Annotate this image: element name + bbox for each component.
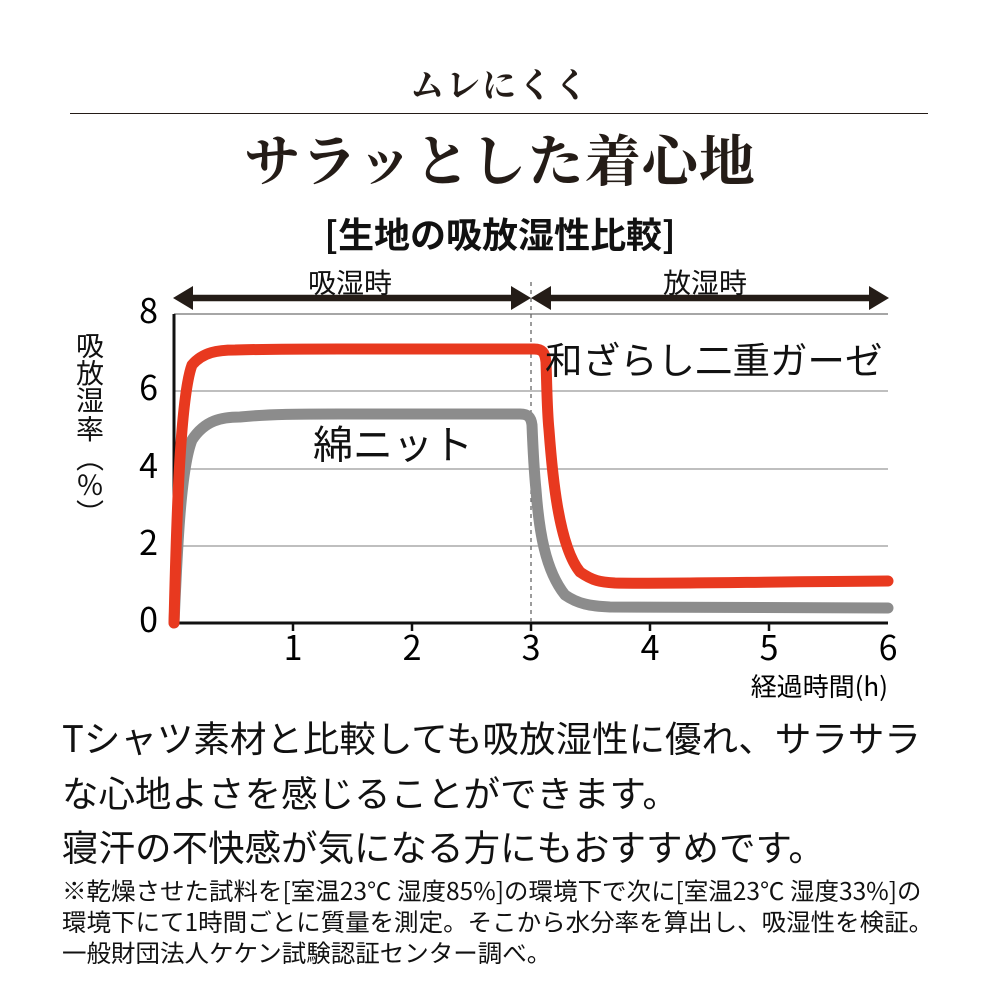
svg-text:4: 4 (641, 621, 660, 670)
svg-text:6: 6 (879, 621, 898, 670)
svg-text:綿ニット: 綿ニット (313, 413, 473, 471)
svg-text:8: 8 (139, 284, 158, 333)
svg-text:1: 1 (284, 621, 303, 670)
svg-text:経過時間(h): 経過時間(h) (751, 667, 888, 704)
svg-text:0: 0 (139, 593, 158, 642)
svg-text:吸湿時: 吸湿時 (308, 262, 392, 302)
svg-text:5: 5 (760, 621, 779, 670)
svg-text:3: 3 (522, 621, 541, 670)
svg-text:放湿時: 放湿時 (663, 262, 747, 302)
svg-text:2: 2 (403, 621, 422, 670)
svg-text:6: 6 (139, 361, 158, 410)
svg-text:2: 2 (139, 516, 158, 565)
svg-text:和ざらし二重ガーゼ: 和ざらし二重ガーゼ (545, 330, 883, 385)
svg-text:4: 4 (139, 439, 158, 488)
